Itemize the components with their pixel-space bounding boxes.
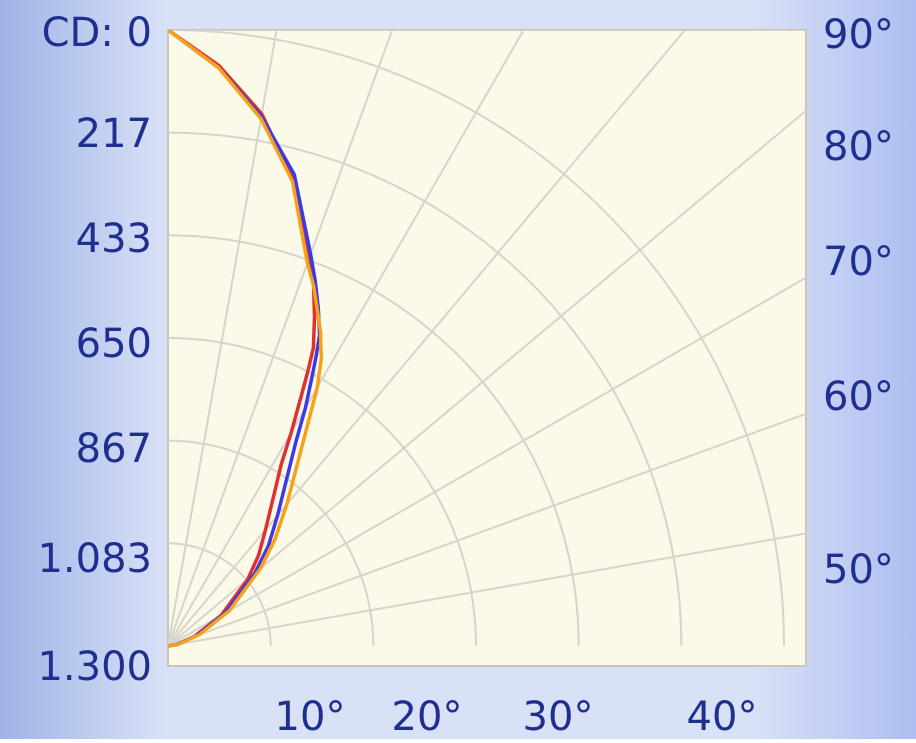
grid-arc [168,234,580,647]
grid-spoke [168,412,806,647]
grid-spoke [168,30,278,647]
angle-tick-label-bottom: 20° [392,694,463,739]
grid-spoke [168,109,806,647]
grid-arc [168,439,375,646]
grid-spoke [168,30,394,647]
angle-ticks-right: 90° 80° 70° 60° 50° [823,12,894,593]
angle-tick-label-right: 50° [823,547,894,593]
grid-arc [168,337,477,646]
angle-tick-label-right: 90° [823,12,894,58]
grid-arc [168,542,272,646]
grid-spoke [168,276,806,647]
angle-ticks-bottom: 10° 20° 30° 40° [275,694,758,740]
radial-tick-label: CD: 0 [42,10,152,56]
series-line-3 [168,30,324,648]
radial-tick-label: 217 [76,111,152,157]
radial-ticks: CD: 0 217 433 650 867 1.083 1.300 [37,10,152,690]
grid-arc [168,131,683,646]
angle-tick-label-bottom: 30° [523,694,594,739]
angle-tick-label-bottom: 40° [687,694,758,739]
grid-spoke [168,532,806,647]
radial-tick-label: 1.300 [37,644,152,690]
angle-tick-label-right: 80° [823,124,894,170]
radial-tick-label: 867 [76,426,152,472]
series-line-2 [168,30,322,648]
series-group [168,30,324,648]
grid-spoke [168,30,525,647]
grid-arc [168,30,785,647]
angle-tick-label-right: 60° [823,374,894,420]
angle-tick-label-bottom: 10° [275,694,346,739]
grid [168,30,806,647]
radial-tick-label: 433 [76,216,152,262]
radial-tick-label: 650 [76,321,152,367]
radial-tick-label: 1.083 [37,536,152,582]
grid-spoke [168,30,687,647]
angle-tick-label-right: 70° [823,239,894,285]
